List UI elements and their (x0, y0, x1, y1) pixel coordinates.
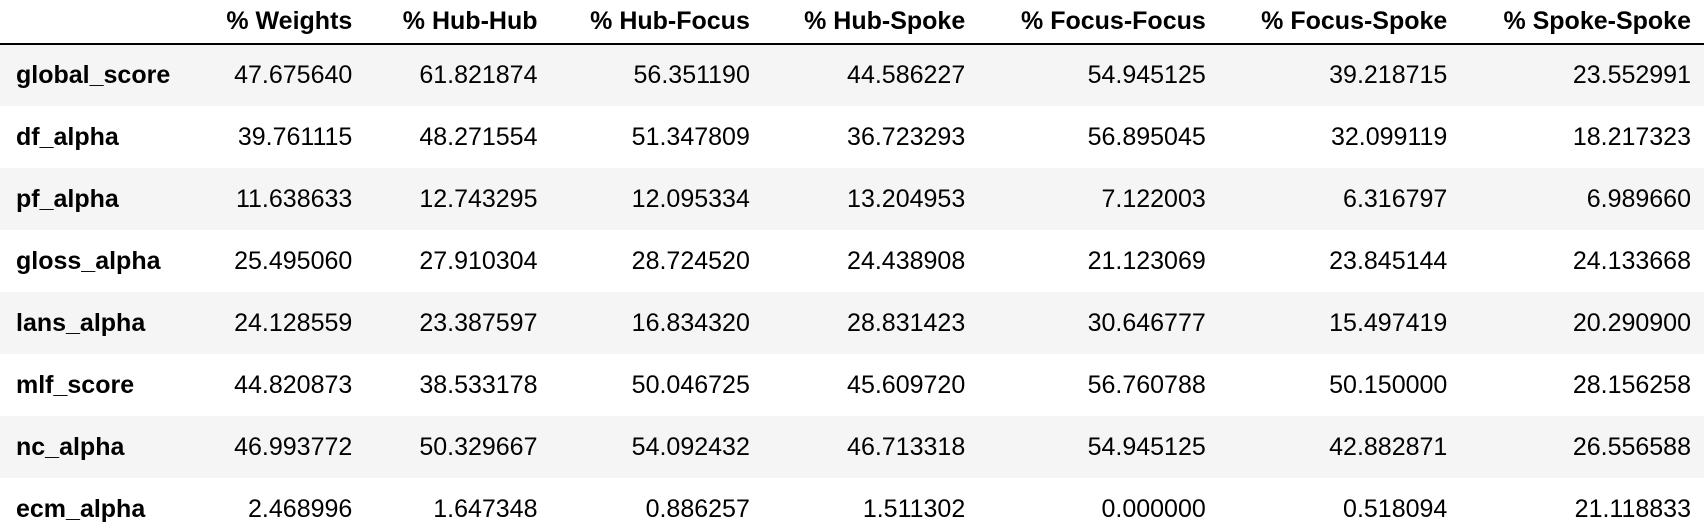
row-label: nc_alpha (16, 432, 125, 461)
table-cell: 54.092432 (631, 432, 750, 461)
table-header: % Weights % Hub-Hub % Hub-Focus % Hub-Sp… (0, 0, 1704, 44)
table-cell: 56.760788 (1087, 370, 1206, 399)
table-cell: 23.387597 (419, 308, 538, 337)
table-row: global_score 47.675640 61.821874 56.3511… (0, 44, 1704, 106)
table-row: gloss_alpha 25.495060 27.910304 28.72452… (0, 230, 1704, 292)
table-cell: 39.761115 (237, 122, 353, 151)
index-header (0, 0, 187, 44)
row-label: ecm_alpha (16, 494, 146, 523)
table-cell: 1.511302 (862, 494, 966, 523)
table-body: global_score 47.675640 61.821874 56.3511… (0, 44, 1704, 527)
table-cell: 50.329667 (419, 432, 538, 461)
row-label: df_alpha (16, 122, 119, 151)
table-cell: 38.533178 (419, 370, 538, 399)
table-cell: 21.118833 (1574, 494, 1691, 523)
table-cell: 44.820873 (234, 370, 353, 399)
header-row: % Weights % Hub-Hub % Hub-Focus % Hub-Sp… (0, 0, 1704, 44)
table-cell: 51.347809 (631, 122, 750, 151)
table-cell: 11.638633 (235, 184, 353, 213)
table-cell: 42.882871 (1329, 432, 1448, 461)
row-label: lans_alpha (16, 308, 146, 337)
column-header-hub-hub: % Hub-Hub (402, 7, 538, 35)
table-row: mlf_score 44.820873 38.533178 50.046725 … (0, 354, 1704, 416)
column-header-weights: % Weights (226, 7, 353, 35)
table-cell: 1.647348 (433, 494, 538, 523)
table-cell: 26.556588 (1572, 432, 1691, 461)
table-row: lans_alpha 24.128559 23.387597 16.834320… (0, 292, 1704, 354)
table-cell: 46.993772 (234, 432, 353, 461)
table-row: ecm_alpha 2.468996 1.647348 0.886257 1.5… (0, 478, 1704, 527)
table-cell: 54.945125 (1087, 61, 1206, 89)
column-header-hub-focus: % Hub-Focus (590, 7, 750, 35)
table-cell: 30.646777 (1087, 308, 1206, 337)
table-cell: 15.497419 (1329, 308, 1448, 337)
table-cell: 6.989660 (1586, 184, 1691, 213)
table-cell: 20.290900 (1572, 308, 1691, 337)
table-cell: 54.945125 (1087, 432, 1206, 461)
table-cell: 24.133668 (1572, 246, 1691, 275)
column-header-hub-spoke: % Hub-Spoke (804, 7, 966, 35)
table-cell: 2.468996 (248, 494, 353, 523)
table-cell: 50.150000 (1329, 370, 1448, 399)
table-cell: 6.316797 (1343, 184, 1448, 213)
table-cell: 46.713318 (847, 432, 966, 461)
row-label: mlf_score (16, 370, 135, 399)
table-cell: 18.217323 (1572, 122, 1691, 151)
table-cell: 39.218715 (1329, 61, 1448, 89)
row-label: gloss_alpha (16, 246, 161, 275)
table-cell: 24.128559 (234, 308, 353, 337)
row-label: pf_alpha (16, 184, 119, 213)
table-cell: 23.845144 (1329, 246, 1448, 275)
table-cell: 61.821874 (419, 61, 538, 89)
table-row: pf_alpha 11.638633 12.743295 12.095334 1… (0, 168, 1704, 230)
table-cell: 28.724520 (631, 246, 750, 275)
table-cell: 21.123069 (1087, 246, 1206, 275)
table-cell: 28.831423 (847, 308, 966, 337)
table-cell: 24.438908 (847, 246, 966, 275)
table-row: df_alpha 39.761115 48.271554 51.347809 3… (0, 106, 1704, 168)
table-cell: 7.122003 (1101, 184, 1206, 213)
column-header-focus-spoke: % Focus-Spoke (1261, 7, 1448, 35)
table-cell: 44.586227 (847, 61, 966, 89)
table-cell: 23.552991 (1572, 61, 1691, 89)
table-cell: 48.271554 (419, 122, 538, 151)
table-cell: 36.723293 (847, 122, 966, 151)
table-cell: 56.895045 (1087, 122, 1206, 151)
table-cell: 50.046725 (631, 370, 750, 399)
table-cell: 28.156258 (1572, 370, 1691, 399)
column-header-spoke-spoke: % Spoke-Spoke (1503, 7, 1691, 35)
table-cell: 32.099119 (1331, 122, 1448, 151)
table-cell: 56.351190 (633, 61, 750, 89)
table-cell: 0.886257 (645, 494, 750, 523)
table-cell: 47.675640 (234, 61, 353, 89)
table-cell: 13.204953 (847, 184, 966, 213)
table-row: nc_alpha 46.993772 50.329667 54.092432 4… (0, 416, 1704, 478)
table-cell: 16.834320 (631, 308, 750, 337)
table-cell: 0.518094 (1343, 494, 1448, 523)
table-cell: 27.910304 (419, 246, 538, 275)
row-label: global_score (16, 61, 171, 89)
table-cell: 12.743295 (419, 184, 538, 213)
table-cell: 25.495060 (234, 246, 353, 275)
column-header-focus-focus: % Focus-Focus (1021, 7, 1206, 35)
table-cell: 12.095334 (631, 184, 750, 213)
table-cell: 45.609720 (847, 370, 966, 399)
table-cell: 0.000000 (1101, 494, 1206, 523)
